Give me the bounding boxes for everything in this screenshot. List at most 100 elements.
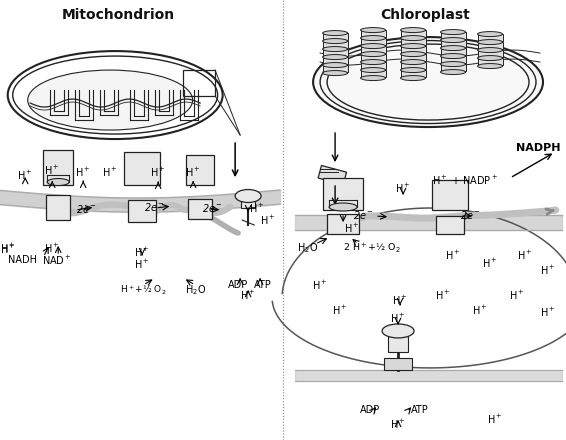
Bar — [186, 155, 214, 185]
Text: H$^+$: H$^+$ — [44, 164, 60, 176]
Text: H$^+$: H$^+$ — [75, 165, 91, 179]
Ellipse shape — [235, 190, 261, 202]
Ellipse shape — [401, 44, 426, 48]
Text: H$^+$: H$^+$ — [1, 242, 16, 256]
Text: 2e$^-$: 2e$^-$ — [202, 202, 223, 214]
Bar — [323, 49, 348, 56]
Ellipse shape — [478, 32, 503, 37]
Text: ADP: ADP — [360, 405, 380, 415]
Ellipse shape — [440, 70, 466, 74]
Text: H$^+$: H$^+$ — [517, 249, 533, 261]
Text: H$^+$: H$^+$ — [312, 279, 328, 292]
Ellipse shape — [478, 55, 503, 61]
Text: Chloroplast: Chloroplast — [380, 8, 470, 22]
Ellipse shape — [323, 70, 348, 76]
Bar — [361, 46, 385, 53]
Ellipse shape — [323, 62, 348, 68]
Bar — [401, 62, 426, 69]
Text: 2 H$^+$+½ O$_2$: 2 H$^+$+½ O$_2$ — [343, 241, 401, 255]
Text: H$^+$: H$^+$ — [18, 169, 33, 182]
Bar — [43, 150, 73, 185]
Text: NADPH: NADPH — [516, 143, 560, 153]
Ellipse shape — [401, 68, 426, 73]
Bar — [128, 200, 156, 222]
Ellipse shape — [361, 44, 385, 48]
Text: H$^+$: H$^+$ — [472, 304, 488, 316]
Bar — [478, 58, 503, 65]
Text: ADP: ADP — [228, 280, 248, 290]
Text: H$^+$: H$^+$ — [332, 304, 348, 316]
Text: H$^+$: H$^+$ — [445, 249, 461, 261]
Bar — [361, 38, 385, 45]
Text: H$^+$+½ O$_2$: H$^+$+½ O$_2$ — [120, 283, 166, 297]
Text: NADH: NADH — [8, 255, 37, 265]
Bar — [478, 50, 503, 57]
Text: H$^+$: H$^+$ — [185, 165, 201, 179]
Text: H$^+$: H$^+$ — [44, 242, 60, 254]
Text: ATP: ATP — [411, 405, 429, 415]
Bar — [323, 178, 363, 210]
Text: H$^+$: H$^+$ — [509, 288, 525, 301]
Ellipse shape — [323, 55, 348, 59]
Ellipse shape — [361, 68, 385, 73]
Bar — [401, 70, 426, 77]
Text: H$^+$: H$^+$ — [391, 312, 406, 325]
Ellipse shape — [361, 28, 385, 33]
Bar — [401, 38, 426, 45]
Text: H$^+$: H$^+$ — [395, 181, 411, 194]
Bar — [401, 30, 426, 37]
Ellipse shape — [361, 36, 385, 40]
Bar — [478, 42, 503, 49]
Bar — [361, 54, 385, 61]
Text: ATP: ATP — [254, 280, 272, 290]
Ellipse shape — [478, 40, 503, 44]
Bar — [361, 70, 385, 77]
Bar — [327, 214, 359, 234]
Ellipse shape — [401, 76, 426, 81]
Bar — [361, 30, 385, 37]
Ellipse shape — [361, 76, 385, 81]
Text: H$^+$: H$^+$ — [435, 288, 451, 301]
Bar — [440, 32, 466, 39]
Ellipse shape — [401, 59, 426, 65]
Ellipse shape — [440, 54, 466, 59]
Text: 2e$^-$: 2e$^-$ — [353, 209, 374, 221]
Text: H$^+$: H$^+$ — [260, 213, 276, 227]
Text: H$^+$: H$^+$ — [487, 413, 503, 426]
Ellipse shape — [329, 203, 357, 211]
Bar — [323, 65, 348, 72]
Ellipse shape — [440, 37, 466, 43]
Bar — [436, 216, 464, 234]
Text: H$^+$: H$^+$ — [540, 305, 556, 319]
Text: H$^+$: H$^+$ — [249, 202, 265, 215]
Text: H$_2$O: H$_2$O — [185, 283, 206, 297]
Bar — [440, 48, 466, 55]
Bar — [323, 33, 348, 40]
Bar — [188, 199, 212, 219]
Text: H$^+$: H$^+$ — [102, 165, 118, 179]
Bar — [384, 358, 412, 370]
Ellipse shape — [440, 46, 466, 51]
Text: 2e$^-$: 2e$^-$ — [76, 203, 97, 215]
Ellipse shape — [440, 29, 466, 35]
Text: H$^+$: H$^+$ — [134, 257, 150, 271]
Bar — [46, 195, 70, 220]
Ellipse shape — [361, 51, 385, 57]
Bar — [440, 56, 466, 63]
Bar — [323, 57, 348, 64]
Ellipse shape — [323, 30, 348, 36]
Text: Mitochondrion: Mitochondrion — [62, 8, 175, 22]
Bar — [183, 70, 215, 96]
Bar — [241, 194, 255, 208]
Text: NAD$^+$: NAD$^+$ — [42, 253, 72, 267]
Ellipse shape — [478, 48, 503, 52]
Text: H$^+$: H$^+$ — [392, 293, 408, 307]
Bar — [388, 336, 408, 352]
Ellipse shape — [440, 62, 466, 66]
Text: H$^+$: H$^+$ — [344, 221, 360, 235]
Ellipse shape — [313, 37, 543, 127]
Ellipse shape — [401, 36, 426, 40]
Text: H$^+$: H$^+$ — [1, 242, 16, 254]
Text: H$_2$O: H$_2$O — [297, 241, 318, 255]
Text: 2e$^-$: 2e$^-$ — [144, 201, 165, 213]
